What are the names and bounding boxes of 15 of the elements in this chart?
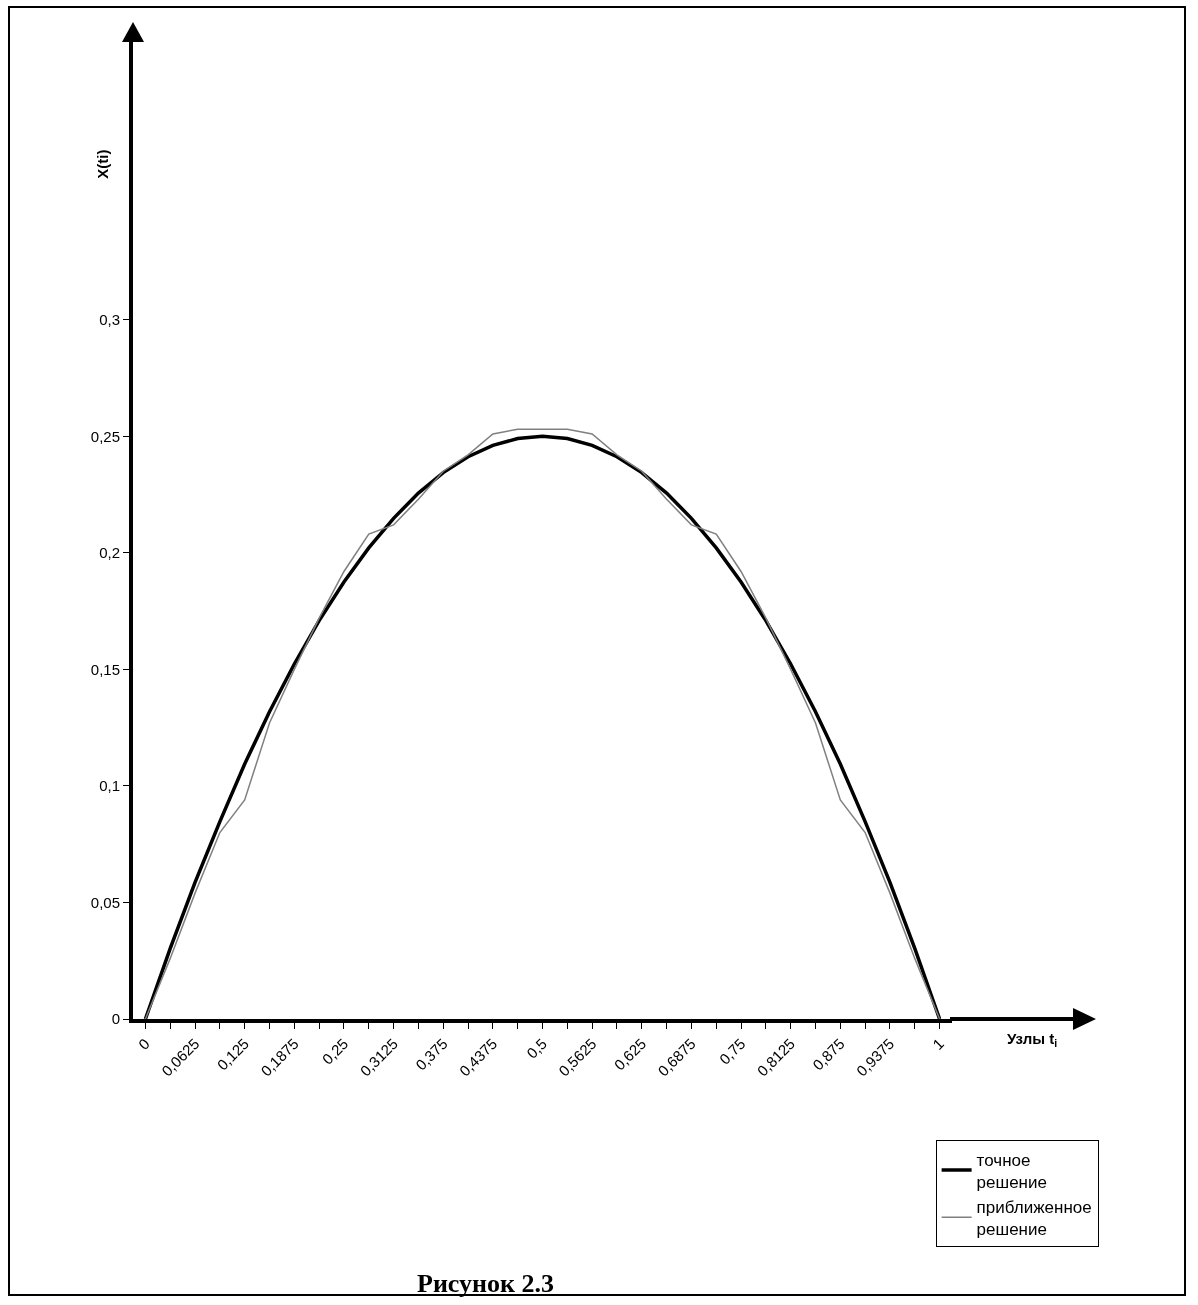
y-tick-label: 0,1 [99, 777, 120, 795]
y-tick-label: 0,05 [90, 893, 120, 911]
y-tick-label: 0,15 [90, 660, 120, 678]
text: Рисунок 2.3 [417, 1269, 555, 1298]
x-tick-label: 0 [134, 1034, 153, 1053]
x-tick-label: 1 [929, 1034, 948, 1053]
y-tick-label: 0,3 [99, 310, 120, 328]
y-tick-label: 0 [111, 1010, 120, 1028]
y-axis-title: X(ti) [94, 149, 112, 179]
legend-label: приближенное решение [976, 1197, 1092, 1239]
y-tick-label: 0,2 [99, 544, 120, 562]
x-tick-label: 0,25 [318, 1034, 352, 1068]
y-tick-label: 0,25 [90, 427, 120, 445]
x-axis-title: Узлы t$_{i}$ [1007, 1030, 1058, 1050]
x-tick-label: 0,5 [523, 1034, 550, 1062]
